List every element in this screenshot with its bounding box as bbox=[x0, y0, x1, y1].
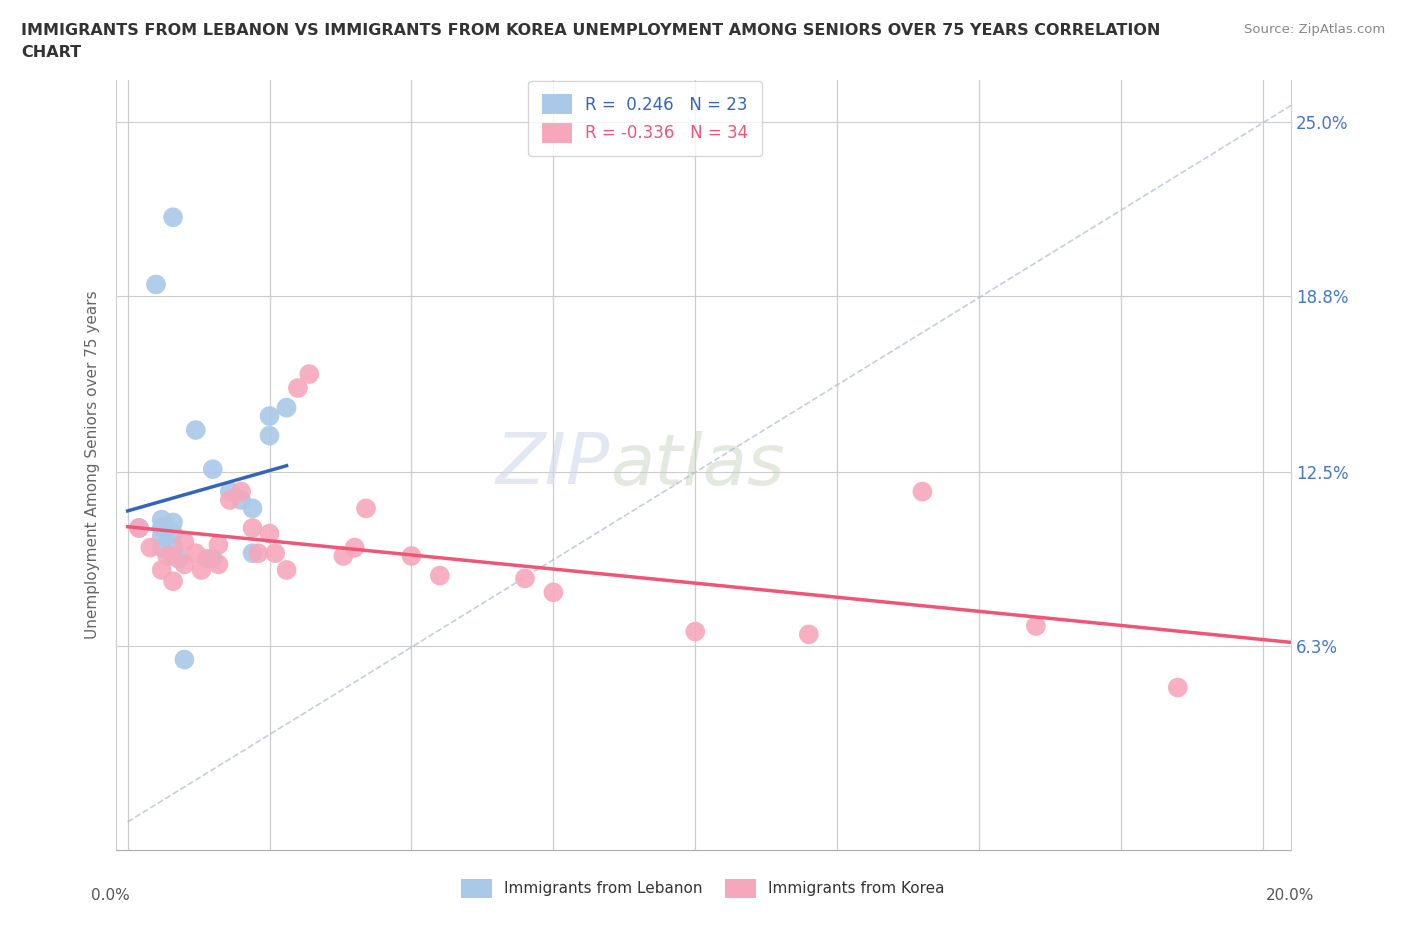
Point bbox=[173, 557, 195, 572]
Legend: R =  0.246   N = 23, R = -0.336   N = 34: R = 0.246 N = 23, R = -0.336 N = 34 bbox=[529, 81, 762, 156]
Point bbox=[128, 521, 150, 536]
Point bbox=[276, 563, 298, 578]
Point bbox=[685, 624, 707, 639]
Point bbox=[156, 549, 179, 564]
Point bbox=[354, 501, 377, 516]
Point bbox=[207, 538, 229, 552]
Point bbox=[247, 546, 270, 561]
Point bbox=[231, 493, 253, 508]
Point bbox=[201, 462, 224, 477]
Point bbox=[150, 563, 173, 578]
Point bbox=[276, 400, 298, 415]
Legend: Immigrants from Lebanon, Immigrants from Korea: Immigrants from Lebanon, Immigrants from… bbox=[456, 873, 950, 904]
Point bbox=[162, 549, 184, 564]
Point bbox=[429, 568, 451, 583]
Point bbox=[218, 493, 240, 508]
Point bbox=[264, 546, 287, 561]
Point bbox=[201, 551, 224, 566]
Point bbox=[162, 540, 184, 555]
Text: 20.0%: 20.0% bbox=[1267, 888, 1315, 903]
Point bbox=[1025, 618, 1047, 633]
Point bbox=[259, 526, 281, 541]
Point bbox=[242, 546, 264, 561]
Point bbox=[343, 540, 366, 555]
Point bbox=[150, 540, 173, 555]
Point bbox=[145, 277, 167, 292]
Point bbox=[195, 551, 218, 566]
Point bbox=[298, 366, 321, 381]
Text: atlas: atlas bbox=[610, 431, 785, 499]
Text: ZIP: ZIP bbox=[495, 431, 610, 499]
Point bbox=[162, 210, 184, 225]
Text: 0.0%: 0.0% bbox=[91, 888, 131, 903]
Point bbox=[156, 521, 179, 536]
Point bbox=[1167, 680, 1189, 695]
Point bbox=[242, 501, 264, 516]
Point bbox=[401, 549, 423, 564]
Point bbox=[332, 549, 354, 564]
Point bbox=[173, 652, 195, 667]
Point bbox=[543, 585, 565, 600]
Point bbox=[184, 546, 207, 561]
Point bbox=[287, 380, 309, 395]
Point bbox=[150, 521, 173, 536]
Text: Source: ZipAtlas.com: Source: ZipAtlas.com bbox=[1244, 23, 1385, 36]
Point bbox=[139, 540, 162, 555]
Point bbox=[513, 571, 536, 586]
Point bbox=[167, 551, 190, 566]
Point bbox=[184, 422, 207, 437]
Text: IMMIGRANTS FROM LEBANON VS IMMIGRANTS FROM KOREA UNEMPLOYMENT AMONG SENIORS OVER: IMMIGRANTS FROM LEBANON VS IMMIGRANTS FR… bbox=[21, 23, 1160, 38]
Point bbox=[162, 574, 184, 589]
Point bbox=[190, 563, 212, 578]
Point bbox=[162, 526, 184, 541]
Point bbox=[218, 485, 240, 499]
Point bbox=[259, 428, 281, 443]
Point bbox=[242, 521, 264, 536]
Point bbox=[207, 557, 229, 572]
Point bbox=[259, 408, 281, 423]
Point bbox=[162, 515, 184, 530]
Point bbox=[150, 529, 173, 544]
Point bbox=[128, 521, 150, 536]
Point bbox=[911, 485, 934, 499]
Text: CHART: CHART bbox=[21, 45, 82, 60]
Point bbox=[797, 627, 820, 642]
Point bbox=[231, 485, 253, 499]
Y-axis label: Unemployment Among Seniors over 75 years: Unemployment Among Seniors over 75 years bbox=[86, 291, 100, 639]
Point bbox=[150, 512, 173, 527]
Point bbox=[173, 535, 195, 550]
